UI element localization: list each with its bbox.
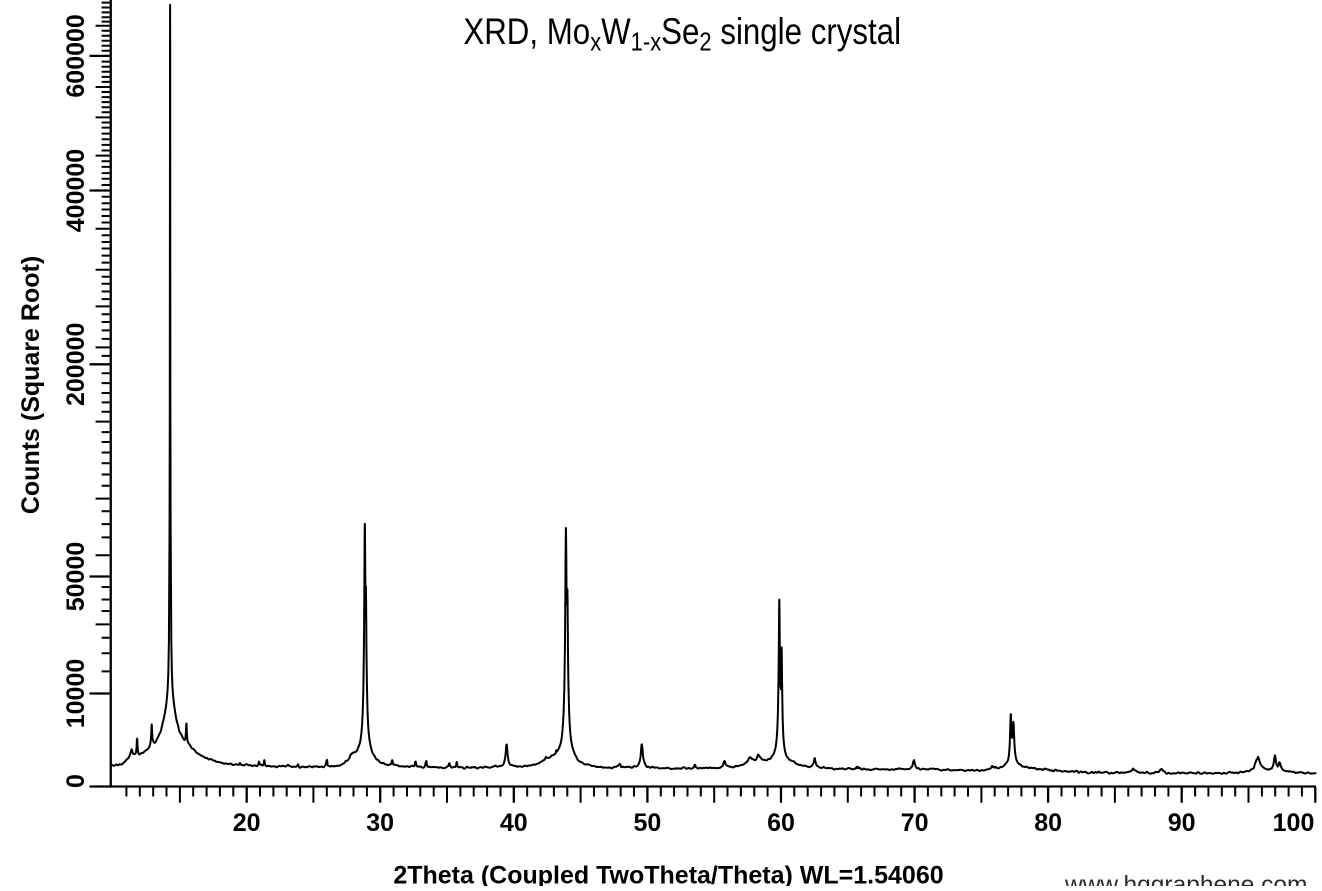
- svg-text:0: 0: [62, 774, 90, 788]
- svg-text:50: 50: [633, 809, 661, 837]
- svg-text:10000: 10000: [62, 659, 90, 729]
- svg-text:100: 100: [1273, 809, 1315, 837]
- svg-text:90: 90: [1168, 809, 1196, 837]
- svg-text:20: 20: [233, 809, 261, 837]
- svg-text:2Theta (Coupled TwoTheta/Theta: 2Theta (Coupled TwoTheta/Theta) WL=1.540…: [393, 862, 943, 887]
- svg-text:www.hqgraphene.com: www.hqgraphene.com: [1064, 872, 1307, 887]
- svg-text:80: 80: [1034, 809, 1062, 837]
- svg-text:40: 40: [500, 809, 528, 837]
- svg-text:200000: 200000: [62, 323, 90, 406]
- svg-text:400000: 400000: [62, 149, 90, 232]
- svg-text:XRD, MoxW1-xSe2 single crystal: XRD, MoxW1-xSe2 single crystal: [463, 11, 901, 56]
- svg-text:Counts (Square Root): Counts (Square Root): [17, 256, 45, 514]
- svg-text:60: 60: [767, 809, 795, 837]
- svg-text:600000: 600000: [62, 14, 90, 97]
- svg-text:30: 30: [366, 809, 394, 837]
- svg-text:70: 70: [901, 809, 929, 837]
- svg-text:50000: 50000: [62, 542, 90, 612]
